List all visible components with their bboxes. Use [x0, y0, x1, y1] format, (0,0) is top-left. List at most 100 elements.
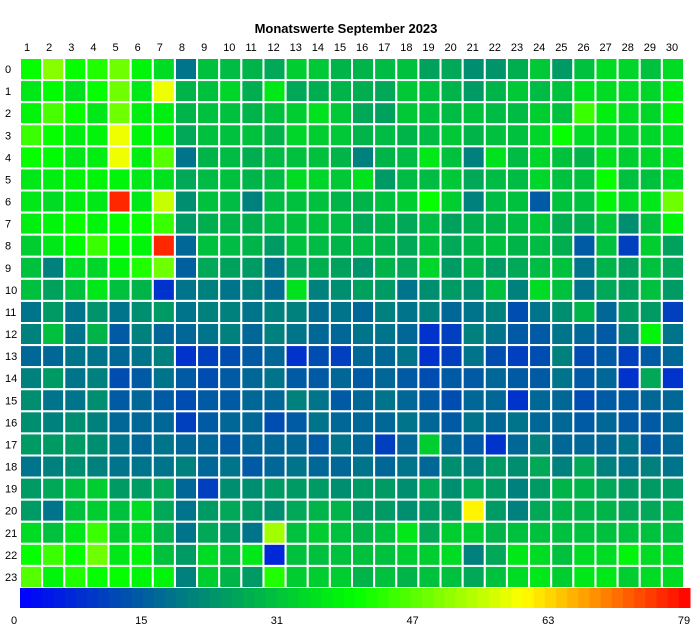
heatmap-cell [616, 564, 641, 589]
color-scale-segment [678, 588, 691, 608]
heatmap-cell [196, 542, 221, 567]
y-tick-label: 0 [5, 64, 11, 76]
heatmap-cell [328, 388, 353, 413]
heatmap-cell [63, 454, 88, 479]
heatmap-cell [129, 277, 154, 302]
heatmap-cell [572, 167, 597, 192]
heatmap-cell [240, 167, 265, 192]
heatmap-cell [107, 101, 132, 126]
heatmap-cell [439, 145, 464, 170]
heatmap-cell [505, 167, 531, 192]
heatmap-cell [439, 498, 464, 523]
heatmap-cell [638, 233, 663, 258]
heatmap-cell [594, 476, 619, 501]
heatmap-cell [616, 542, 641, 567]
heatmap-cell [306, 366, 331, 391]
heatmap-cell [196, 476, 221, 501]
y-tick-label: 11 [5, 307, 16, 319]
heatmap-cell [417, 79, 442, 104]
x-tick-label: 3 [68, 42, 74, 54]
heatmap-cell [439, 299, 464, 325]
heatmap-cell [373, 498, 398, 523]
heatmap-cell [85, 498, 110, 523]
heatmap-cell [395, 79, 420, 104]
heatmap-cell [328, 542, 353, 567]
heatmap-cell [85, 476, 110, 501]
heatmap-cell [461, 388, 486, 413]
heatmap-cell [129, 57, 154, 82]
heatmap-cell [373, 255, 398, 280]
heatmap-cell [616, 277, 641, 302]
heatmap-cell [218, 255, 243, 280]
heatmap-cell [373, 277, 398, 302]
heatmap-cell [528, 79, 553, 104]
heatmap-cell [173, 211, 199, 236]
heatmap-cell [196, 388, 221, 413]
heatmap-cell [461, 476, 486, 501]
heatmap-cell [19, 233, 44, 258]
heatmap-cell [306, 211, 331, 236]
heatmap-cell [63, 410, 88, 435]
heatmap-cell [328, 410, 353, 435]
color-scale-segment [343, 588, 356, 608]
heatmap-cell [63, 167, 88, 192]
heatmap-cell [85, 189, 110, 214]
heatmap-cell [284, 432, 309, 457]
heatmap-cell [351, 410, 376, 435]
heatmap-cell [594, 344, 619, 369]
heatmap-cell [196, 145, 221, 170]
heatmap-cell [594, 101, 619, 126]
heatmap-cell [129, 366, 154, 391]
heatmap-cell [660, 101, 685, 126]
heatmap-cell [483, 520, 508, 545]
heatmap-cell [660, 299, 685, 325]
heatmap-cell [129, 145, 154, 170]
heatmap-cell [63, 211, 88, 236]
heatmap-cell [328, 145, 353, 170]
heatmap-cell [19, 388, 44, 413]
heatmap-cell [638, 255, 663, 280]
heatmap-cell [550, 145, 575, 170]
heatmap-cell [528, 167, 553, 192]
heatmap-cell [550, 410, 575, 435]
heatmap-cell [660, 255, 685, 280]
y-tick-label: 7 [5, 219, 11, 231]
heatmap-cell [572, 366, 597, 391]
heatmap-cell [240, 79, 265, 104]
heatmap-cell [395, 255, 420, 280]
heatmap-cell [550, 520, 575, 545]
heatmap-cell [85, 388, 110, 413]
y-tick-label: 1 [5, 86, 11, 98]
color-scale-tick-label: 63 [542, 615, 554, 627]
heatmap-cell [284, 145, 309, 170]
heatmap-cell [594, 542, 619, 567]
heatmap-cell [41, 123, 66, 148]
heatmap-cell [572, 344, 597, 369]
heatmap-cell [107, 564, 132, 589]
x-tick-label: 17 [378, 42, 390, 54]
heatmap-cell [417, 388, 442, 413]
heatmap-cell [373, 344, 398, 369]
heatmap-cell [306, 189, 331, 214]
heatmap-cell [638, 322, 663, 347]
heatmap-cell [19, 57, 44, 82]
x-tick-label: 14 [312, 42, 324, 54]
heatmap-cell [528, 299, 553, 325]
heatmap-cell [417, 211, 442, 236]
y-tick-label: 22 [5, 550, 17, 562]
heatmap-cell [417, 564, 442, 589]
heatmap-cell [550, 101, 575, 126]
color-scale-tick-label: 15 [135, 615, 147, 627]
heatmap-cell [483, 344, 508, 369]
heatmap-cell [594, 366, 619, 391]
heatmap-cell [262, 189, 287, 214]
heatmap-cell [107, 167, 132, 192]
heatmap-cell [550, 564, 575, 589]
heatmap-cell [262, 344, 287, 369]
heatmap-cell [306, 476, 331, 501]
heatmap-cell [594, 277, 619, 302]
heatmap-cell [660, 344, 685, 369]
color-scale-segment [544, 588, 557, 608]
heatmap-cell [240, 322, 265, 347]
heatmap-cell [616, 299, 641, 325]
